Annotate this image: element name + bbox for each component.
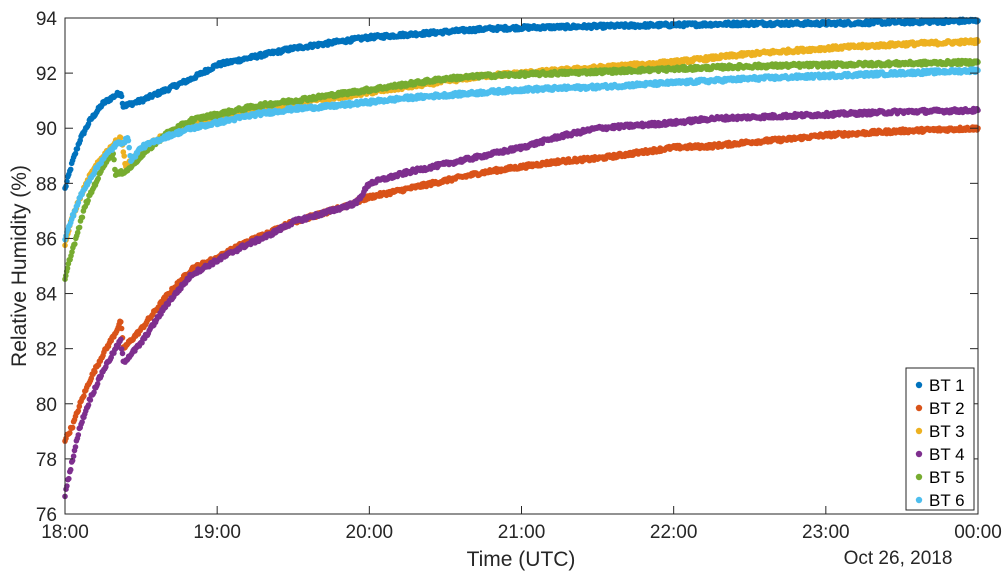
data-point [75, 432, 82, 438]
data-point [75, 408, 82, 414]
data-point [121, 153, 127, 159]
data-point [70, 453, 77, 460]
data-point [85, 197, 91, 204]
data-point [95, 175, 101, 182]
data-point [118, 134, 124, 141]
data-point [72, 241, 78, 247]
data-point [67, 430, 73, 436]
data-point [79, 214, 86, 221]
data-point [66, 475, 72, 482]
data-point [92, 369, 98, 375]
data-point [76, 403, 83, 410]
data-point [69, 424, 76, 431]
data-point [94, 381, 101, 387]
data-point [72, 150, 79, 157]
data-point [67, 166, 74, 173]
data-point [118, 325, 125, 332]
data-point [81, 393, 87, 399]
data-point [74, 145, 81, 152]
data-point [108, 354, 114, 361]
data-point [91, 389, 97, 396]
data-point [111, 156, 117, 163]
data-point [118, 346, 125, 352]
data-point [79, 419, 85, 425]
series-layer [62, 16, 981, 500]
data-point [119, 350, 126, 357]
data-point [76, 224, 83, 231]
data-point [118, 319, 124, 325]
data-point [72, 444, 79, 450]
series-bt-2 [62, 124, 981, 444]
data-point [87, 397, 94, 403]
data-point [63, 183, 69, 189]
plot-background [65, 18, 978, 514]
data-point [85, 402, 92, 408]
series-bt-4 [62, 105, 981, 500]
series-bt-1 [62, 16, 981, 191]
data-point [118, 336, 124, 343]
data-point [67, 466, 74, 473]
data-point [118, 93, 125, 100]
